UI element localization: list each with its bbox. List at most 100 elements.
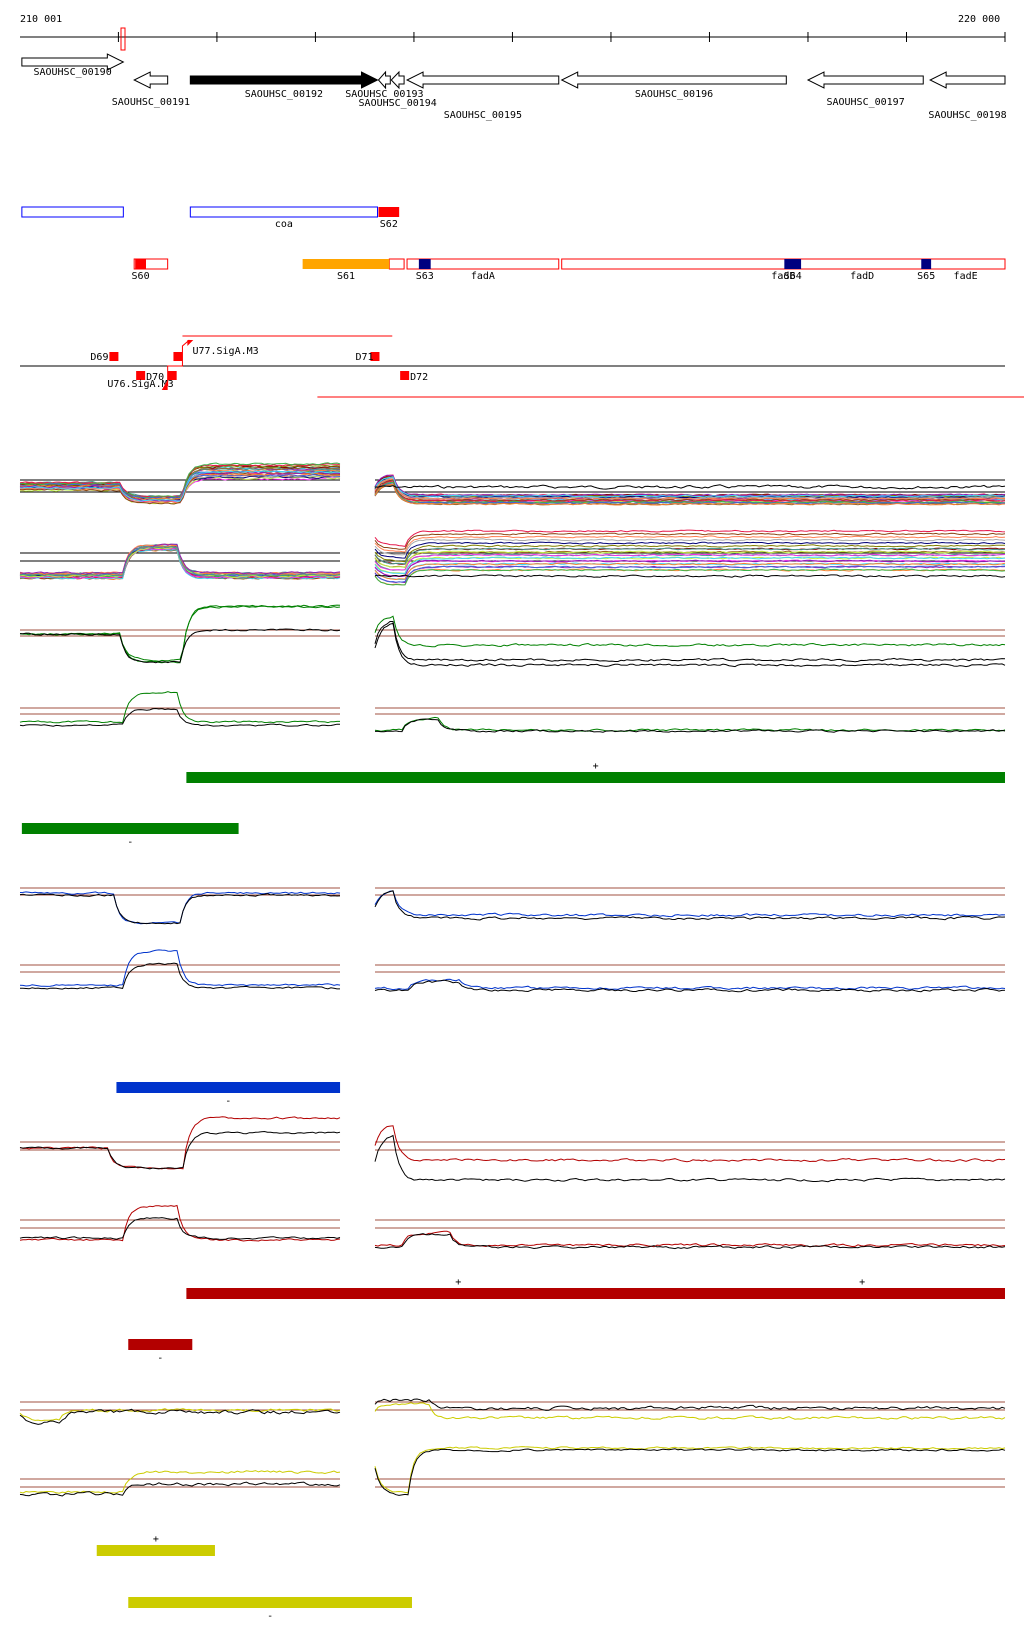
condition-plus-mark: +: [593, 761, 599, 772]
gene-label: SAOUHSC_00194: [359, 98, 437, 109]
profile-trace: [374, 476, 1006, 498]
profile-trace: [374, 535, 1006, 553]
condition-plus-bar: [96, 1545, 215, 1556]
profile-trace: [19, 1408, 341, 1422]
profile-trace: [374, 556, 1006, 574]
profile-trace: [375, 718, 1006, 733]
profile-trace: [19, 1408, 341, 1425]
axis-end-label: 220 000: [958, 14, 1000, 25]
condition-minus-mark: -: [127, 837, 133, 848]
profile-trace: [374, 1448, 1006, 1496]
profile-trace: [374, 890, 1006, 921]
promoter-flag: [161, 380, 168, 390]
profile-trace: [374, 978, 1006, 991]
gene-label: SAOUHSC_00191: [112, 97, 190, 108]
profile-trace: [19, 548, 341, 580]
gene-arrow: [806, 71, 924, 89]
condition-plus-mark: +: [859, 1277, 865, 1288]
profile-trace: [19, 1204, 341, 1242]
profile-trace: [374, 484, 1006, 490]
promoter-marker: [173, 352, 183, 361]
segment-label: S61: [337, 271, 355, 282]
segment-box: [418, 259, 431, 269]
profile-trace: [19, 546, 341, 577]
operon-label: fadB: [771, 271, 795, 282]
segment-box: [302, 259, 390, 269]
segment-label: S63: [416, 271, 434, 282]
promoter-marker: [136, 371, 146, 380]
gene-arrow: [377, 70, 391, 90]
gene-arrow: [21, 53, 125, 71]
profile-trace: [374, 979, 1006, 993]
profile-trace: [374, 544, 1005, 563]
profile-trace: [19, 472, 341, 505]
segment-box: [784, 259, 802, 269]
profile-trace: [374, 1230, 1006, 1248]
promoter-label: D70: [146, 372, 164, 383]
profile-trace: [19, 1116, 341, 1170]
gene-arrow: [560, 71, 787, 89]
profile-trace: [374, 550, 1006, 569]
operon-box: [561, 258, 1006, 270]
profile-trace: [19, 1470, 341, 1494]
profile-trace: [374, 565, 1005, 583]
cursor-marker: [120, 27, 126, 51]
coordinate-axis: 210 001 220 000: [20, 14, 1006, 51]
promoter-flag: [187, 340, 194, 346]
promoter-marker: [167, 371, 177, 380]
condition-minus-mark: -: [157, 1353, 163, 1364]
profile-trace: [19, 470, 341, 502]
promoter-label: U76.SigA.M3: [107, 379, 173, 390]
profile-trace: [19, 1130, 341, 1170]
promoter-marker: [370, 352, 380, 361]
promoter-label: U77.SigA.M3: [192, 346, 258, 357]
operon-box: [133, 258, 169, 270]
profile-trace: [374, 1233, 1006, 1250]
operon-box: [406, 258, 560, 270]
profile-trace: [374, 529, 1006, 547]
operon-track: coa fadA fadB fadD fadE: [21, 206, 1006, 282]
promoter-label: D69: [90, 352, 108, 363]
gene-arrow: [133, 71, 169, 89]
gene-label: SAOUHSC_00192: [245, 89, 323, 100]
operon-label: fadA: [471, 271, 495, 282]
gene-arrow: [405, 71, 560, 89]
condition-minus-bar: [21, 823, 239, 834]
profile-trace: [19, 893, 341, 925]
axis-ticks: [117, 32, 1006, 42]
profile-trace: [374, 478, 1006, 501]
condition-minus-mark: -: [267, 1611, 273, 1622]
segment-label: S60: [132, 271, 150, 282]
profile-trace: [374, 553, 1006, 571]
gene-track: SAOUHSC_00190 SAOUHSC_00191 SAOUHSC_00192 S…: [21, 53, 1007, 121]
profile-trace: [374, 556, 1006, 575]
profile-trace: [374, 562, 1006, 581]
operon-label: coa: [275, 219, 293, 230]
profile-trace: [19, 691, 340, 724]
operon-label: fadD: [850, 271, 874, 282]
condition-minus-bar: [128, 1339, 193, 1350]
profile-trace: [374, 559, 1006, 578]
gene-label: SAOUHSC_00197: [826, 97, 904, 108]
profile-trace: [374, 562, 1006, 581]
profile-trace: [19, 891, 341, 925]
profile-trace: [374, 483, 1006, 506]
condition-plus-bar: [186, 772, 1006, 783]
profile-trace: [374, 1446, 1006, 1494]
profile-trace: [19, 1481, 341, 1497]
condition-plus-mark: +: [153, 1534, 159, 1545]
segment-label: S65: [917, 271, 935, 282]
profile-trace: [374, 1398, 1006, 1411]
profile-trace: [20, 962, 340, 990]
profile-trace: [374, 547, 1006, 565]
profile-trace: [374, 565, 1006, 584]
gene-arrow: [189, 71, 379, 89]
condition-plus-mark: +: [455, 1277, 461, 1288]
profile-trace: [374, 615, 1006, 648]
gene-label: SAOUHSC_00195: [444, 110, 522, 121]
gene-arrow: [390, 70, 405, 90]
profile-trace: [374, 622, 1006, 668]
profile-trace: [374, 621, 1006, 663]
